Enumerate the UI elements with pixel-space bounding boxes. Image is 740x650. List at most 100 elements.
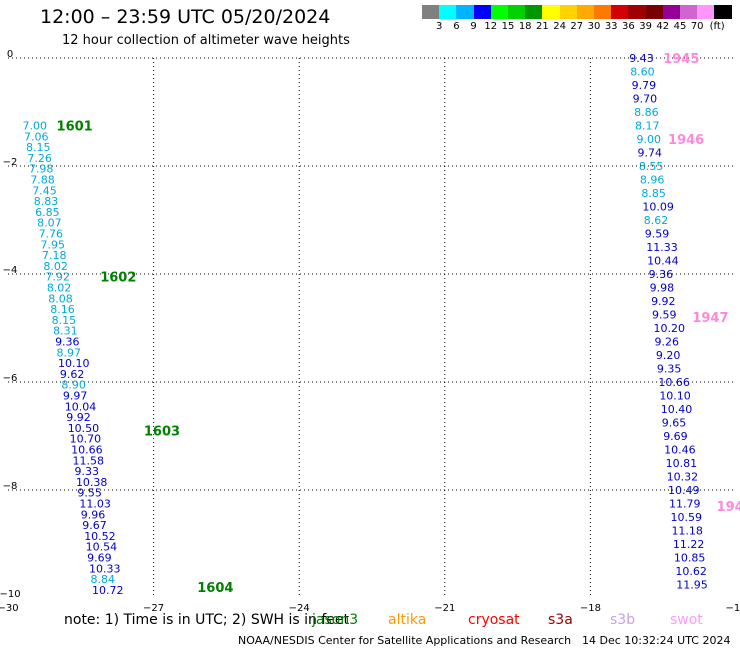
data-label: 7.06: [24, 130, 48, 143]
data-label: 9.92: [66, 411, 91, 424]
data-label: 8.02: [43, 260, 68, 273]
data-label: 11.18: [671, 525, 703, 538]
colorbar-swatch: [422, 5, 440, 19]
data-label: 8.86: [634, 106, 659, 119]
pass-label: 1946: [668, 133, 704, 148]
data-label: 10.66: [658, 376, 690, 389]
data-label: 10.38: [76, 476, 108, 489]
data-label: 8.31: [53, 325, 78, 338]
data-label: 7.92: [45, 271, 70, 284]
data-label: 10.20: [653, 322, 685, 335]
data-label: 9.65: [662, 417, 687, 430]
satellite-legend-item: altika: [388, 612, 427, 628]
colorbar-swatch: [490, 5, 509, 19]
colorbar-swatch: [645, 5, 664, 19]
data-label: 10.10: [58, 357, 90, 370]
colorbar-label: 70: [690, 21, 704, 32]
data-label: 9.92: [651, 295, 676, 308]
colorbar-swatch: [594, 5, 612, 19]
data-label: 8.55: [639, 160, 664, 173]
data-label: 8.90: [61, 379, 86, 392]
data-label: 9.98: [650, 282, 675, 295]
x-tick-label: −18: [580, 603, 601, 614]
data-label: 10.32: [667, 471, 699, 484]
data-label: 10.72: [92, 584, 124, 597]
data-label: 6.85: [35, 206, 60, 219]
data-label: 9.33: [74, 465, 99, 478]
pass-label: 1604: [197, 581, 233, 596]
data-label: 7.45: [32, 184, 57, 197]
pass-label: 1602: [100, 271, 136, 286]
page-title: 12:00 – 23:59 UTC 05/20/2024: [40, 6, 331, 28]
colorbar-label: 12: [484, 21, 498, 32]
data-label: 10.04: [65, 400, 97, 413]
data-label: 7.76: [39, 228, 64, 241]
data-label: 9.70: [633, 93, 658, 106]
data-label: 9.00: [637, 133, 662, 146]
colorbar-label: 18: [518, 21, 532, 32]
colorbar-swatch: [714, 5, 732, 19]
x-tick-label: −21: [434, 603, 455, 614]
data-label: 9.69: [87, 552, 112, 565]
satellite-legend-item: swot: [670, 612, 703, 628]
colorbar-swatch: [576, 5, 595, 19]
colorbar-label: 30: [587, 21, 601, 32]
data-label: 8.97: [57, 346, 82, 359]
data-label: 9.74: [637, 147, 662, 160]
colorbar-label: 33: [604, 21, 618, 32]
data-label: 8.60: [630, 66, 655, 79]
data-label: 9.67: [82, 519, 107, 532]
data-label: 10.59: [670, 511, 702, 524]
pass-label: 1603: [144, 425, 180, 440]
footer-note: note: 1) Time is in UTC; 2) SWH is in fe…: [64, 612, 350, 628]
data-label: 10.62: [675, 565, 707, 578]
data-label: 7.88: [30, 174, 55, 187]
colorbar-label: 42: [656, 21, 670, 32]
data-label: 10.44: [647, 255, 679, 268]
data-label: 9.36: [649, 268, 674, 281]
pass-label: 1947: [692, 311, 728, 326]
colorbar-label: 39: [639, 21, 652, 32]
data-label: 9.79: [632, 79, 657, 92]
colorbar-label: 27: [570, 21, 584, 32]
pass-label: 1948: [717, 500, 740, 515]
colorbar-swatch: [456, 5, 474, 19]
data-label: 9.97: [63, 390, 88, 403]
colorbar-label: 3: [436, 21, 443, 32]
data-label: 8.96: [640, 174, 665, 187]
data-label: 11.03: [79, 498, 111, 511]
x-tick-label: −24: [289, 603, 310, 614]
footer-timestamp: 14 Dec 10:32:24 UTC 2024: [582, 634, 731, 647]
satellite-legend-item: s3b: [610, 612, 636, 628]
data-label: 11.58: [73, 454, 105, 467]
data-label: 10.52: [84, 530, 116, 543]
colorbar-swatch: [508, 5, 526, 19]
colorbar-swatch: [439, 5, 457, 19]
y-tick-label: −6: [3, 373, 18, 384]
data-label: 9.59: [652, 309, 677, 322]
data-label: 7.98: [29, 163, 53, 176]
colorbar-swatch: [473, 5, 492, 19]
data-label: 7.18: [42, 249, 66, 262]
chart-marks: 7.007.068.157.267.987.887.458.836.858.07…: [23, 52, 740, 597]
x-tick-label: −27: [143, 603, 164, 614]
data-label: 8.17: [635, 120, 660, 133]
axis-ticks: −30 −27 −24 −21 −18 −15 0 −2 −4 −6 −8 −10: [0, 49, 740, 614]
colorbar-label: 24: [553, 21, 566, 32]
colorbar-swatch: [559, 5, 578, 19]
colorbar-swatch: [542, 5, 560, 19]
satellite-legend-item: jason3: [312, 612, 359, 628]
colorbar-swatch: [680, 5, 698, 19]
data-label: 7.00: [23, 120, 47, 133]
colorbar-swatch: [628, 5, 646, 19]
data-label: 8.84: [91, 573, 116, 586]
data-label: 9.36: [55, 336, 80, 349]
satellite-legend-item: cryosat: [468, 612, 520, 628]
data-label: 10.10: [659, 390, 691, 403]
colorbar-swatch: [525, 5, 543, 19]
data-label: 10.70: [70, 433, 102, 446]
data-label: 7.26: [27, 152, 52, 165]
data-label: 8.83: [34, 195, 59, 208]
data-label: 10.46: [664, 444, 696, 457]
